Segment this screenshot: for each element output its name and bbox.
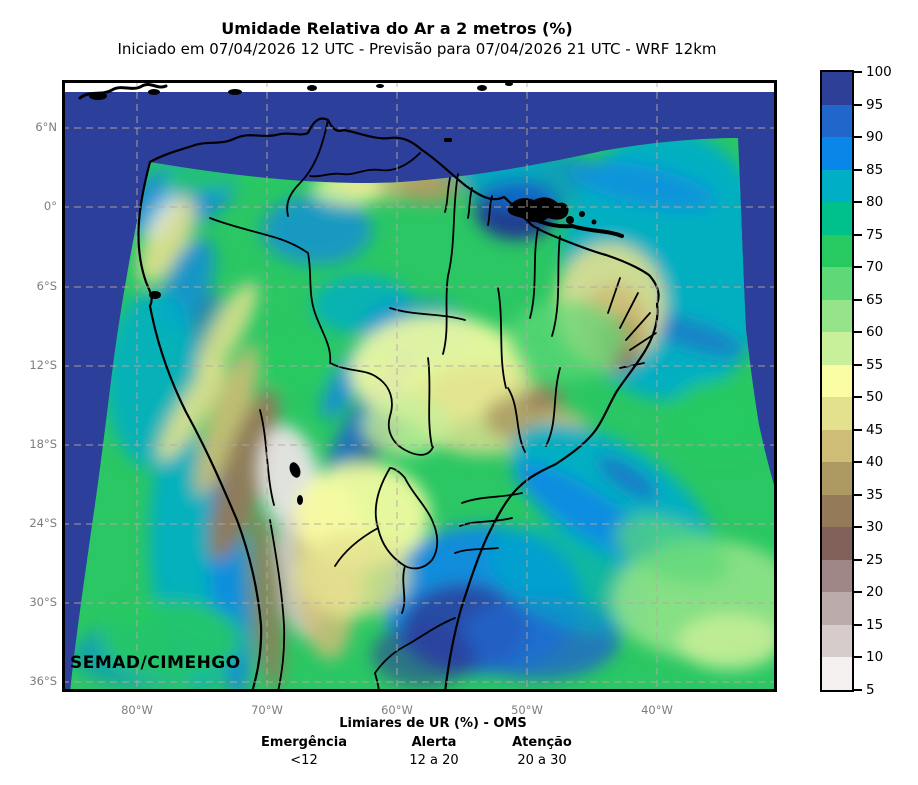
colorbar-tick-label: 15 — [866, 616, 884, 633]
colorbar-tick-label: 35 — [866, 486, 884, 503]
map-frame — [62, 80, 777, 692]
colorbar-tick — [854, 461, 862, 464]
colorbar-tick-label: 5 — [866, 682, 875, 698]
y-axis-label: 36°S — [29, 674, 57, 688]
colorbar-tick-label: 55 — [866, 356, 884, 373]
colorbar-tick — [854, 558, 862, 561]
legend-column: Alerta 12 a 20 — [369, 735, 499, 768]
colorbar-tick-label: 100 — [866, 64, 892, 80]
colorbar — [820, 70, 854, 692]
colorbar-tick — [854, 168, 862, 171]
colorbar-tick — [854, 233, 862, 236]
colorbar-segment — [822, 104, 852, 138]
legend-column: Atenção 20 a 30 — [477, 735, 607, 768]
colorbar-tick-label: 90 — [866, 129, 884, 146]
legend-column: Emergência <12 — [239, 735, 369, 768]
legend-column-value: 12 a 20 — [409, 753, 459, 768]
colorbar-segment — [822, 202, 852, 235]
threshold-legend-title: Limiares de UR (%) - OMS — [339, 716, 527, 731]
x-axis-label: 70°W — [251, 703, 283, 717]
colorbar-tick-label: 10 — [866, 649, 884, 666]
x-axis-label: 40°W — [641, 703, 673, 717]
colorbar-tick-label: 85 — [866, 161, 884, 178]
colorbar-tick-label: 95 — [866, 96, 884, 113]
colorbar-segment — [822, 169, 852, 203]
y-axis-label: 0° — [43, 199, 57, 213]
colorbar-tick-label: 50 — [866, 389, 884, 406]
colorbar-tick — [854, 103, 862, 106]
colorbar-tick — [854, 266, 862, 269]
colorbar-tick — [854, 71, 862, 73]
colorbar-tick — [854, 623, 862, 626]
colorbar-segment — [822, 332, 852, 365]
colorbar-segment — [822, 267, 852, 300]
colorbar-tick — [854, 493, 862, 496]
colorbar-tick — [854, 298, 862, 301]
colorbar-tick-label: 75 — [866, 226, 884, 243]
map-panel — [62, 80, 777, 692]
lake-titicaca-shape — [289, 462, 301, 478]
colorbar-segment — [822, 624, 852, 658]
legend-column-header: Atenção — [512, 735, 572, 750]
colorbar-tick — [854, 526, 862, 529]
colorbar-tick — [854, 656, 862, 659]
colorbar-segment — [822, 559, 852, 593]
graticule-gridlines — [62, 80, 777, 692]
central-america-coast — [78, 82, 168, 100]
colorbar-tick — [854, 689, 862, 691]
y-axis-label: 24°S — [29, 516, 57, 530]
colorbar-tick-label: 60 — [866, 324, 884, 341]
colorbar-tick — [854, 331, 862, 334]
colorbar-segment — [822, 72, 852, 105]
y-axis-label: 6°N — [35, 120, 57, 134]
colorbar-tick — [854, 396, 862, 399]
y-axis-label: 30°S — [29, 595, 57, 609]
colorbar-tick-label: 40 — [866, 454, 884, 471]
y-axis-label: 6°S — [36, 279, 57, 293]
amazon-delta-shape — [507, 197, 569, 223]
humidity-map — [62, 80, 777, 692]
colorbar-segment — [822, 364, 852, 398]
colorbar-tick — [854, 363, 862, 366]
colorbar-tick — [854, 136, 862, 139]
colorbar-segment — [822, 299, 852, 333]
colorbar-segment — [822, 397, 852, 430]
legend-column-value: <12 — [290, 753, 318, 768]
colorbar-tick-label: 45 — [866, 421, 884, 438]
colorbar-tick-label: 65 — [866, 291, 884, 308]
colorbar-tick-label: 70 — [866, 259, 884, 276]
colorbar-segment — [822, 657, 852, 690]
colorbar-segment — [822, 429, 852, 463]
colorbar-segment — [822, 592, 852, 625]
state-border-paths — [209, 119, 657, 692]
colorbar-tick — [854, 591, 862, 594]
colorbar-tick-label: 20 — [866, 584, 884, 601]
legend-column-header: Emergência — [261, 735, 347, 750]
x-axis-label: 80°W — [121, 703, 153, 717]
colorbar-segment — [822, 137, 852, 170]
y-axis-label: 12°S — [29, 358, 57, 372]
legend-column-header: Alerta — [411, 735, 457, 750]
colorbar-tick — [854, 428, 862, 431]
colorbar-tick-label: 30 — [866, 519, 884, 536]
page-subtitle: Iniciado em 07/04/2026 12 UTC - Previsão… — [117, 40, 717, 58]
watermark: SEMAD/CIMEHGO — [70, 653, 241, 673]
colorbar-segment — [822, 494, 852, 528]
colorbar-tick-label: 80 — [866, 194, 884, 211]
x-axis-label: 60°W — [381, 703, 413, 717]
y-axis-label: 18°S — [29, 437, 57, 451]
colorbar-segment — [822, 462, 852, 495]
colorbar-tick — [854, 201, 862, 204]
page-title: Umidade Relativa do Ar a 2 metros (%) — [221, 19, 573, 38]
colorbar-tick-label: 25 — [866, 551, 884, 568]
colorbar-segment — [822, 234, 852, 268]
legend-column-value: 20 a 30 — [517, 753, 567, 768]
x-axis-label: 50°W — [511, 703, 543, 717]
colorbar-segment — [822, 527, 852, 560]
